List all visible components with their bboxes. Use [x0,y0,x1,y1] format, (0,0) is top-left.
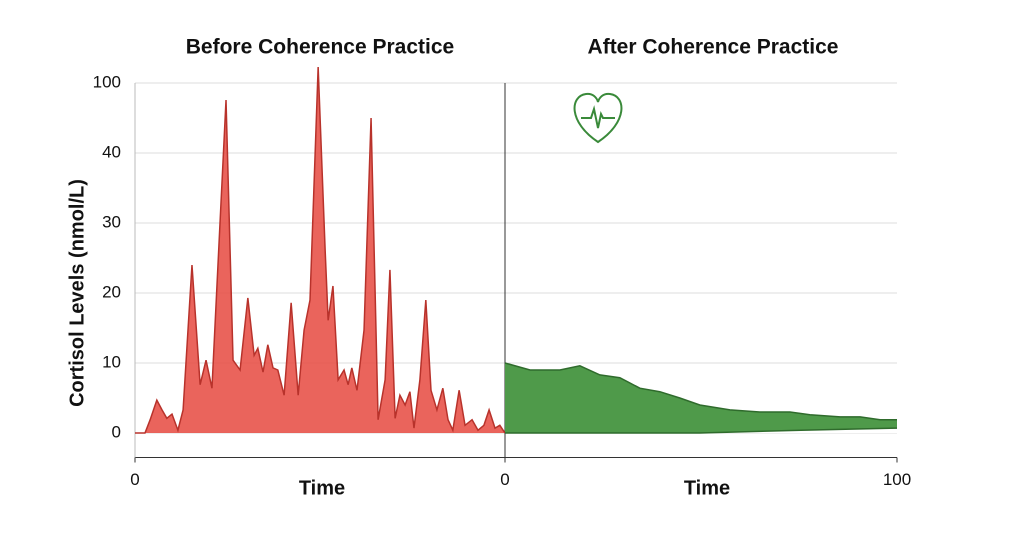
chart-title: Before Coherence Practice [186,36,454,59]
y-tick-label: 10 [102,352,121,371]
x-tick-label: 0 [500,470,509,489]
y-tick-label: 30 [102,212,121,231]
band-lower-line [505,427,898,434]
y-axis-label: Cortisol Levels (nmol/L) [66,179,88,407]
band-lower [505,428,897,433]
band-upper-line [504,362,897,421]
x-tick-label: 0 [130,470,139,489]
band-upper [505,363,897,433]
y-tick-label: 20 [102,282,121,301]
y-tick-label: 40 [102,142,121,161]
chart-title: After Coherence Practice [588,36,839,59]
x-axis-label: Time [299,477,345,499]
heart-icon [573,92,623,144]
area-line [135,66,506,434]
x-axis-label: Time [684,477,730,499]
x-tick-label: 100 [883,470,911,489]
y-tick-label: 100 [93,72,121,91]
y-tick-label: 0 [112,422,121,441]
